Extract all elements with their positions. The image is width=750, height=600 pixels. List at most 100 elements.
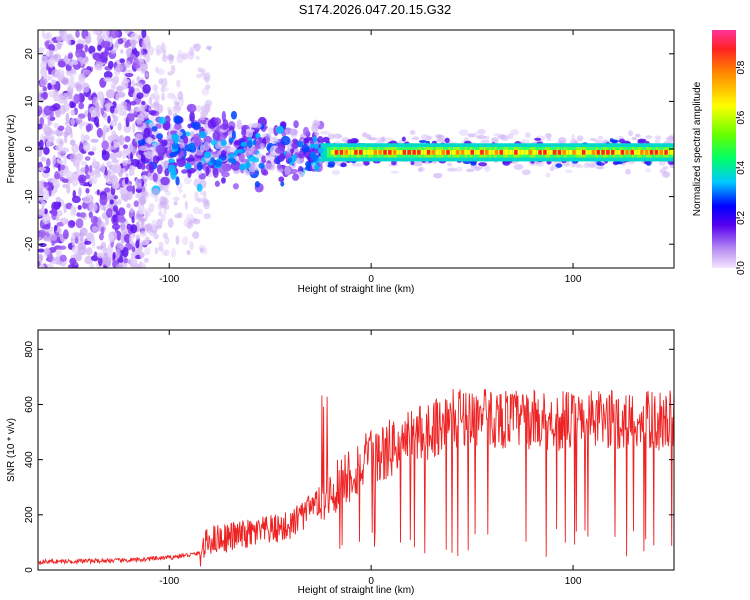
spectrogram-cell [102, 256, 112, 267]
spectrogram-band-cell [528, 149, 533, 155]
spectrogram-cell [161, 55, 168, 63]
spectrogram-cell [141, 100, 146, 106]
spectrogram-cell [192, 206, 200, 215]
spectrogram-cell [54, 70, 60, 78]
spectrogram-cell [239, 163, 247, 171]
spectrogram-cell [144, 236, 151, 245]
spectrogram-cell [84, 35, 92, 45]
spectrogram-cell [158, 245, 164, 252]
spectrogram-cell [507, 133, 514, 140]
spectrogram-band-cell [417, 149, 421, 155]
spectrogram-cell [157, 138, 163, 143]
spectrogram-cell [42, 91, 48, 100]
spectrogram-cell [47, 82, 52, 91]
spectrogram-cell [63, 135, 68, 144]
spectrogram-cell [220, 139, 227, 147]
spectrogram-cell [207, 119, 216, 130]
spectrogram-cell [143, 53, 147, 59]
spectrogram-cell [41, 123, 51, 132]
spectrogram-cell [159, 200, 167, 209]
spectrogram-band-cell [373, 149, 378, 155]
spectrogram-band-cell [450, 147, 454, 158]
spectrogram-y-tick-label: -20 [24, 237, 35, 252]
spectrogram-cell [103, 71, 113, 79]
spectrogram-cell [583, 162, 591, 169]
spectrogram-cell [168, 164, 176, 174]
spectrogram-cell [39, 196, 44, 202]
spectrogram-cell [66, 183, 71, 194]
spectrogram-cell [142, 83, 151, 94]
spectrogram-cell [175, 235, 180, 245]
spectrogram-cell [226, 142, 232, 154]
spectrogram-band-cell [435, 149, 440, 155]
spectrogram-cell [115, 248, 121, 258]
snr-y-tick-label: 0 [24, 567, 35, 573]
spectrogram-cell [101, 30, 110, 39]
spectrogram-cell [314, 131, 320, 137]
spectrogram-cell [94, 171, 101, 178]
spectrogram-cell [192, 121, 201, 130]
spectrogram-cell [111, 112, 115, 118]
spectrogram-band-cell [329, 147, 333, 158]
spectrogram-cell [167, 92, 176, 99]
snr-x-tick-label: 100 [565, 576, 582, 587]
spectrogram-cell [158, 241, 164, 247]
spectrogram-band-cell [346, 149, 351, 155]
spectrogram-cell [84, 156, 91, 161]
spectrogram-cell [45, 139, 51, 148]
spectrogram-cell [84, 255, 93, 265]
colorbar: 0.0 0.2 0.4 0.6 0.8 Normalized spectral ampl… [692, 30, 747, 275]
spectrogram-cell [70, 118, 76, 126]
spectrogram-cell [66, 33, 73, 39]
spectrogram-cell [52, 154, 57, 165]
spectrogram-cell [195, 105, 202, 113]
spectrogram-cell [363, 160, 370, 166]
spectrogram-cell [48, 44, 56, 52]
spectrogram-cell [65, 65, 72, 72]
spectrogram-cell [118, 207, 126, 217]
spectrogram-cell [88, 177, 93, 185]
spectrogram-cell [108, 232, 115, 243]
colorbar-tick-label: 0.6 [736, 110, 747, 124]
spectrogram-x-tick-label: 0 [368, 274, 374, 285]
spectrogram-cell [476, 135, 486, 140]
spectrogram-cell [96, 127, 103, 138]
spectrogram-band-cell [589, 149, 593, 155]
spectrogram-cell [444, 137, 450, 144]
spectrogram-cell [144, 224, 151, 232]
spectrogram-cell [107, 115, 111, 124]
spectrogram-cell [95, 110, 101, 118]
spectrogram-cell [69, 257, 77, 266]
spectrogram-cell [119, 187, 124, 195]
spectrogram-cell [156, 218, 163, 229]
spectrogram-cell [259, 142, 265, 150]
spectrogram-cell [153, 101, 160, 112]
spectrogram-cell [105, 208, 113, 218]
spectrogram-cell [78, 143, 84, 153]
spectrogram-cell [160, 176, 170, 186]
spectrogram-cell [113, 195, 119, 200]
spectrogram-band-cell [468, 149, 472, 155]
spectrogram-band-cell [402, 149, 407, 155]
spectrogram-band-cell [470, 149, 474, 155]
spectrogram-cell [134, 82, 143, 87]
spectrogram-cell [212, 131, 221, 141]
spectrogram-cell [129, 207, 134, 213]
spectrogram-y-tick-label: 20 [24, 48, 35, 60]
spectrogram-cell [48, 233, 58, 241]
spectrogram-cell [510, 129, 520, 136]
spectrogram-cell [292, 153, 297, 162]
spectrogram-cell [43, 208, 48, 215]
spectrogram-cell [87, 151, 95, 156]
spectrogram-band-cell [552, 149, 557, 155]
spectrogram-cell [292, 173, 300, 181]
spectrogram-cell [571, 134, 576, 141]
spectrogram-cell [152, 187, 160, 196]
spectrogram-cell [132, 122, 136, 134]
spectrogram-cell [71, 173, 76, 181]
spectrogram-cell [184, 200, 188, 210]
spectrogram-cell [595, 166, 605, 170]
spectrogram-band-cell [617, 149, 621, 155]
spectrogram-cell [270, 136, 279, 144]
spectrogram-band-cell [350, 149, 355, 155]
